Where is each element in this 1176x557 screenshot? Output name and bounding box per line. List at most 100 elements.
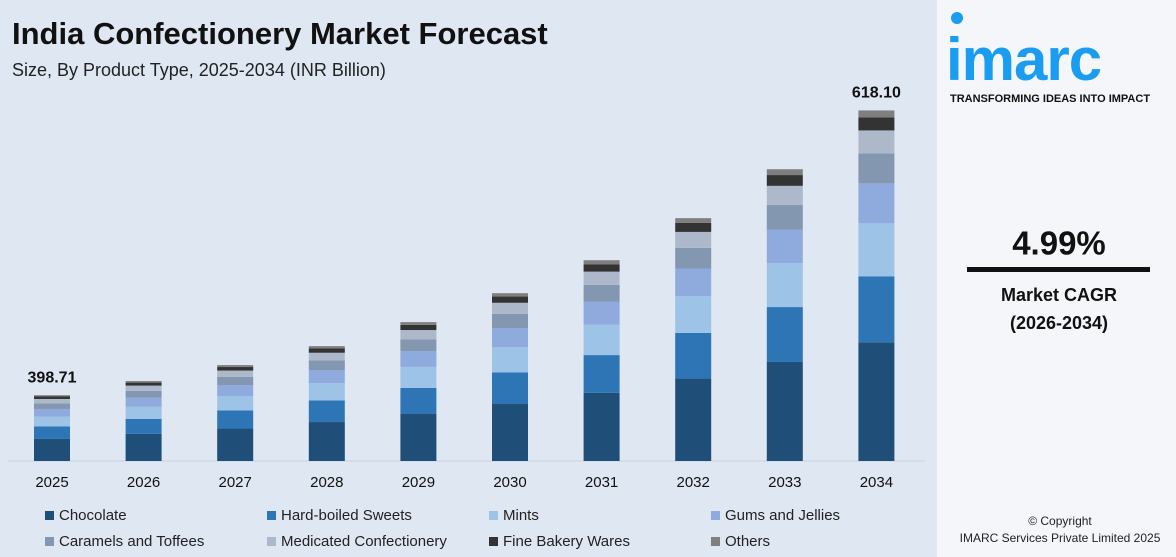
legend-label: Gums and Jellies [725, 507, 840, 524]
cagr-label: Market CAGR [1001, 285, 1117, 305]
bar-segment [400, 330, 437, 340]
total-label: 398.71 [28, 369, 77, 386]
bar-segment [308, 348, 345, 353]
bar-segment [400, 414, 437, 461]
bar-segment [858, 153, 895, 184]
bar-segment [766, 175, 803, 186]
bar-segment [125, 433, 162, 461]
x-tick-label: 2028 [310, 474, 343, 491]
bar-segment [308, 346, 345, 349]
bar-segment [34, 395, 70, 397]
total-label: 618.10 [852, 85, 901, 102]
x-tick-label: 2026 [127, 474, 160, 491]
logo: imarc [946, 26, 1101, 93]
bar-segment [125, 381, 162, 383]
legend-swatch [45, 511, 54, 520]
bar-segment [400, 351, 437, 367]
bar-segment [125, 385, 162, 391]
bar-segment [34, 416, 70, 427]
bar-segment [583, 264, 620, 272]
bar-segment [766, 307, 803, 362]
bar-segment [308, 352, 345, 361]
bar-segment [675, 332, 712, 379]
bar-segment [675, 218, 712, 223]
legend-swatch [267, 511, 276, 520]
x-tick-label: 2032 [677, 474, 710, 491]
bar-segment [583, 271, 620, 285]
bar-segment [308, 383, 345, 401]
bar-segment [858, 117, 895, 131]
bar-segment [675, 222, 712, 232]
sidebar-background [937, 0, 1176, 557]
bar-segment [125, 397, 162, 407]
bar-segment [217, 367, 254, 371]
x-tick-label: 2030 [493, 474, 526, 491]
bar-segment [308, 422, 345, 461]
bar-segment [766, 169, 803, 176]
bar-segment [400, 387, 437, 415]
legend-swatch [489, 511, 498, 520]
legend-label: Caramels and Toffees [59, 533, 204, 550]
bar-segment [400, 322, 437, 325]
bar-segment [858, 276, 895, 343]
bar-segment [34, 426, 70, 439]
bar-segment [125, 382, 162, 386]
bar-segment [400, 366, 437, 388]
legend-label: Hard-boiled Sweets [281, 507, 412, 524]
bar-segment [492, 293, 528, 297]
logo-dot [951, 12, 963, 24]
bar-segment [583, 301, 620, 325]
bar-segment [675, 296, 712, 333]
bar-segment [125, 418, 162, 434]
tagline: TRANSFORMING IDEAS INTO IMPACT [950, 93, 1150, 105]
legend-swatch [711, 511, 720, 520]
bar-segment [308, 400, 345, 423]
bar-segment [492, 328, 528, 348]
bar-segment [766, 263, 803, 308]
legend-label: Mints [503, 507, 539, 524]
bar-segment [217, 428, 254, 461]
bar-segment [34, 408, 70, 417]
bar-segment [766, 185, 803, 206]
bar-segment [583, 324, 620, 356]
legend-label: Medicated Confectionery [281, 533, 447, 550]
legend-label: Others [725, 533, 770, 550]
bar-segment [766, 361, 803, 461]
x-tick-label: 2033 [768, 474, 801, 491]
bar-segment [217, 385, 254, 396]
legend-label: Fine Bakery Wares [503, 533, 630, 550]
bar-segment [583, 260, 620, 265]
chart-title: India Confectionery Market Forecast [12, 16, 548, 51]
bar-segment [125, 390, 162, 398]
bar-segment [308, 370, 345, 384]
bar-segment [34, 396, 70, 399]
x-tick-label: 2031 [585, 474, 618, 491]
bar-segment [858, 183, 895, 224]
bar-segment [583, 284, 620, 302]
bar-segment [675, 231, 712, 248]
legend-swatch [267, 537, 276, 546]
bar-segment [217, 410, 254, 429]
bar-segment [400, 339, 437, 352]
bar-segment [492, 313, 528, 329]
bar-segment [492, 372, 528, 405]
bar-segment [675, 378, 712, 461]
x-tick-label: 2027 [219, 474, 252, 491]
x-tick-label: 2034 [860, 474, 893, 491]
bar-segment [858, 130, 895, 154]
bar-segment [766, 205, 803, 230]
bar-segment [125, 406, 162, 419]
cagr-value: 4.99% [1012, 225, 1106, 262]
bar-segment [308, 360, 345, 371]
bar-segment [583, 355, 620, 393]
bar-segment [217, 376, 254, 386]
legend-swatch [489, 537, 498, 546]
bar-segment [217, 395, 254, 411]
company: IMARC Services Private Limited 2025 [960, 531, 1161, 545]
chart-subtitle: Size, By Product Type, 2025-2034 (INR Bi… [12, 60, 386, 80]
bar-segment [34, 398, 70, 404]
legend-swatch [711, 537, 720, 546]
bar-segment [217, 370, 254, 377]
